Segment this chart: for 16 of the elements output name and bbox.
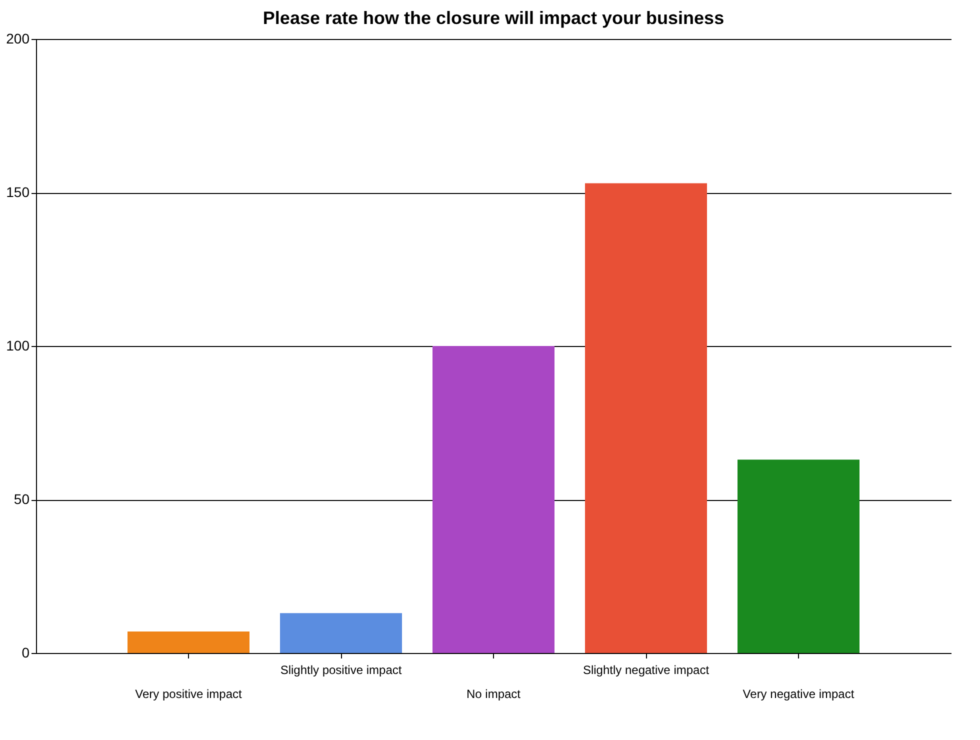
y-tick-label: 150 <box>6 184 30 200</box>
bar <box>432 346 554 653</box>
x-tick-label: Very positive impact <box>135 687 243 701</box>
y-tick-label: 50 <box>14 491 30 507</box>
bar <box>128 632 250 653</box>
x-tick-label: Slightly positive impact <box>280 663 402 677</box>
y-tick-label: 0 <box>22 644 30 660</box>
x-tick-label: Very negative impact <box>742 687 855 701</box>
x-tick-label: No impact <box>466 687 522 701</box>
bar <box>280 613 402 653</box>
x-tick-label: Slightly negative impact <box>582 663 710 677</box>
y-tick-label: 100 <box>6 338 30 354</box>
y-tick-label: 200 <box>6 30 30 46</box>
bar <box>738 460 860 653</box>
chart-title: Please rate how the closure will impact your business <box>262 8 724 28</box>
bar <box>585 183 707 653</box>
